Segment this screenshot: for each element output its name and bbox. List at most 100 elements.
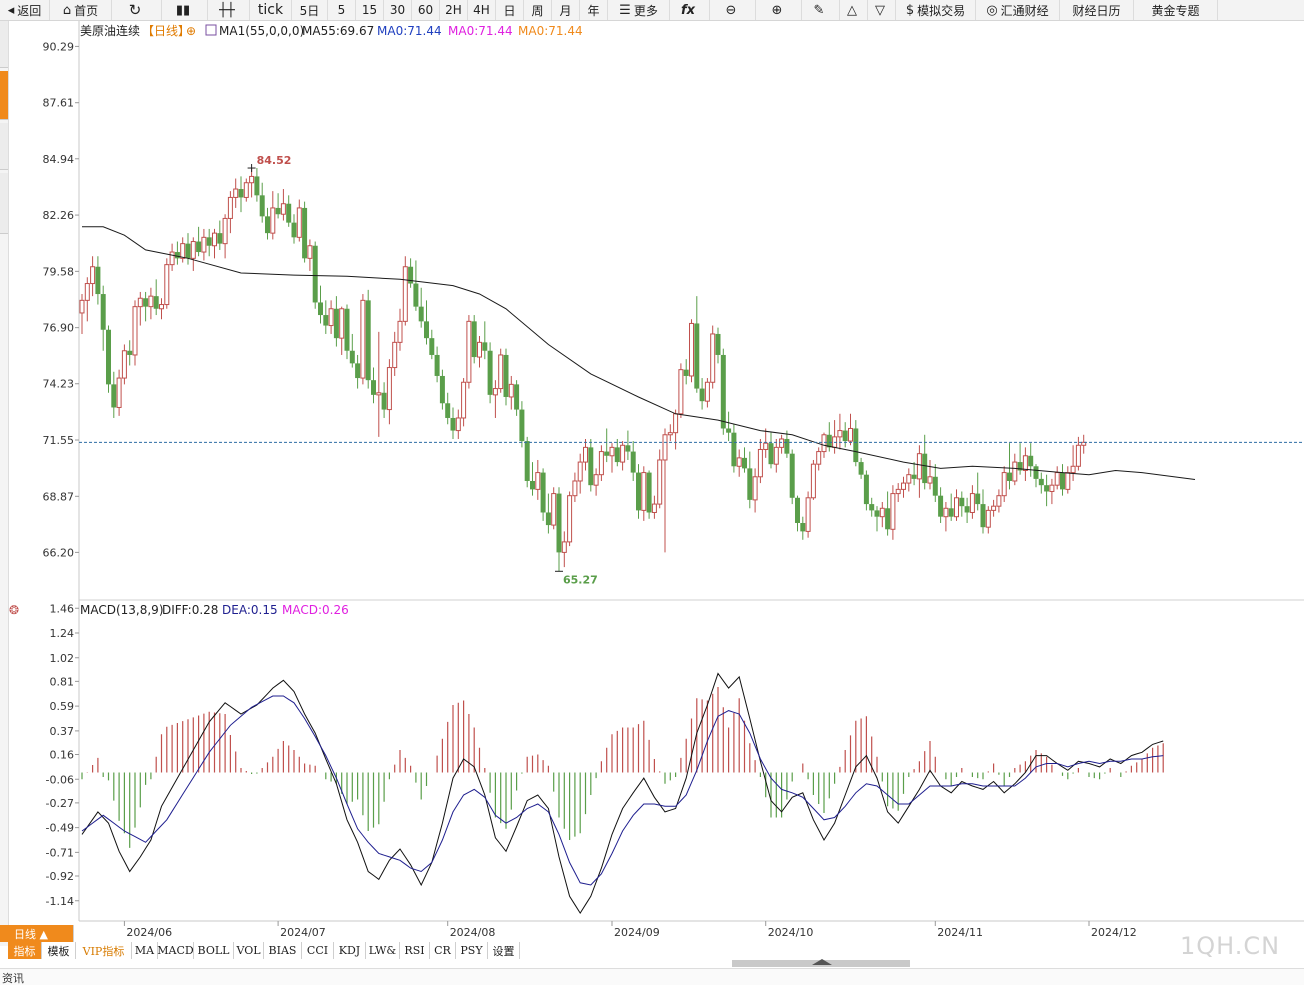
candle-body: [683, 369, 689, 376]
legend-plus-icon[interactable]: ⊕: [186, 24, 196, 38]
candle-body: [901, 482, 906, 490]
date-tick-label: 2024/12: [1091, 926, 1137, 939]
period-year[interactable]: 年: [580, 0, 608, 20]
refresh-button[interactable]: ↻: [112, 0, 162, 20]
candle-body: [885, 508, 891, 530]
candle-body: [280, 203, 286, 215]
indicator-tab-5[interactable]: BOLL: [194, 942, 234, 959]
zoom-in-button[interactable]: ⊕: [756, 0, 802, 20]
period-30min[interactable]: 30: [384, 0, 412, 20]
zoom-out-icon: ⊖: [725, 2, 737, 18]
indicator-tab-1[interactable]: 模板: [42, 942, 76, 959]
side-tab-3[interactable]: [0, 123, 8, 170]
period-60min[interactable]: 60: [412, 0, 440, 20]
candle-body: [1038, 478, 1044, 486]
gold-button[interactable]: 黄金专题: [1134, 0, 1218, 20]
candle-body: [996, 495, 1002, 507]
indicator-tab-6[interactable]: VOL: [234, 942, 264, 959]
toolbar-overflow[interactable]: [1218, 0, 1240, 20]
legend-ma-icon[interactable]: [205, 24, 217, 36]
candle-button[interactable]: ┼┼: [208, 0, 250, 20]
candle-body: [916, 453, 922, 480]
indicator-tab-12[interactable]: CR: [430, 942, 456, 959]
candle-body: [826, 434, 832, 448]
side-tab-2[interactable]: [0, 71, 8, 120]
indicator-tab-4[interactable]: MACD: [157, 942, 194, 959]
macd-tick-label: 0.81: [50, 675, 75, 688]
logo-icon: ◎: [986, 2, 998, 18]
back-button[interactable]: ◂ 返回: [0, 0, 50, 20]
macd-tick-label: -0.49: [46, 822, 74, 835]
draw-button[interactable]: ✎: [802, 0, 840, 20]
more-button[interactable]: ☰ 更多: [608, 0, 670, 20]
indicator-tab-7[interactable]: BIAS: [264, 942, 302, 959]
bar-chart-button[interactable]: ▮▮: [162, 0, 208, 20]
candle-body: [238, 189, 244, 198]
period-15min[interactable]: 15: [356, 0, 384, 20]
refresh-icon: ↻: [128, 0, 142, 19]
candle-body: [222, 217, 228, 245]
indicator-tab-9[interactable]: KDJ: [334, 942, 366, 959]
candle-body: [773, 446, 779, 465]
candle-body: [1054, 472, 1060, 486]
candle-body: [461, 381, 467, 419]
dea-line: [81, 695, 1164, 886]
info-label[interactable]: 资讯: [2, 972, 24, 985]
candle-body: [577, 461, 583, 482]
period-5day[interactable]: 5日: [292, 0, 328, 20]
indicator-tab-13[interactable]: PSY: [456, 942, 488, 959]
tick-button[interactable]: tick: [250, 0, 292, 20]
candle-body: [227, 196, 233, 219]
indicator-tab-3[interactable]: MA: [132, 942, 158, 959]
zoom-out-button[interactable]: ⊖: [710, 0, 756, 20]
period-day[interactable]: 日: [496, 0, 524, 20]
period-4h[interactable]: 4H: [468, 0, 496, 20]
indicator-tab-2[interactable]: VIP指标: [76, 942, 132, 959]
candle-body: [243, 182, 249, 198]
legend-ma55: MA55:69.67: [302, 24, 374, 38]
candle-body: [408, 266, 414, 284]
indicator-tab-bar: 日线 ▲: [0, 925, 1304, 942]
candle-body: [159, 304, 164, 310]
indicator-tab-11[interactable]: RSI: [400, 942, 430, 959]
horizontal-scrollbar[interactable]: [732, 959, 910, 967]
candle-body: [572, 480, 578, 497]
candle-body: [371, 380, 376, 395]
indicator-tab-8[interactable]: CCI: [302, 942, 334, 959]
indicator-tab-10[interactable]: LW&: [366, 942, 400, 959]
side-tab-4[interactable]: [0, 173, 8, 234]
period-5min[interactable]: 5: [328, 0, 356, 20]
macd-tick-label: -0.06: [46, 773, 74, 786]
price-y-axis: 90.29 87.61 84.94 82.26 79.58 76.90 74.23 71.55…: [43, 40, 79, 559]
formula-button[interactable]: fx: [670, 0, 710, 20]
candle-body: [519, 409, 525, 442]
period-month[interactable]: 月: [552, 0, 580, 20]
side-tab-1[interactable]: [0, 21, 8, 68]
candle-body: [328, 308, 334, 327]
candle-body: [132, 306, 138, 356]
price-tick-label: 76.90: [43, 322, 75, 335]
pen-icon: ✎: [813, 2, 825, 18]
macd-settings-icon[interactable]: ❂: [9, 603, 19, 617]
candle-body: [190, 241, 196, 259]
candle-body: [789, 453, 795, 498]
raise-button[interactable]: △: [840, 0, 868, 20]
indicator-tab-0[interactable]: 指标: [8, 942, 42, 959]
macd-tick-label: -0.27: [46, 797, 74, 810]
scroll-grip-icon[interactable]: [812, 959, 832, 965]
period-2h[interactable]: 2H: [440, 0, 468, 20]
candle-body: [95, 266, 101, 295]
candle-body: [376, 392, 382, 396]
period-label[interactable]: 日线 ▲: [0, 925, 74, 942]
ma55-polyline: [82, 226, 1196, 480]
candle-body: [233, 188, 239, 198]
calendar-button[interactable]: 财经日历: [1060, 0, 1134, 20]
indicator-tab-14[interactable]: 设置: [488, 942, 520, 959]
candle-body: [985, 509, 991, 528]
period-week[interactable]: 周: [524, 0, 552, 20]
sim-trade-button[interactable]: $ 模拟交易: [896, 0, 976, 20]
huitong-button[interactable]: ◎ 汇通财经: [976, 0, 1060, 20]
candle-body: [837, 430, 843, 438]
home-button[interactable]: ⌂ 首页: [50, 0, 112, 20]
lower-button[interactable]: ▽: [868, 0, 896, 20]
